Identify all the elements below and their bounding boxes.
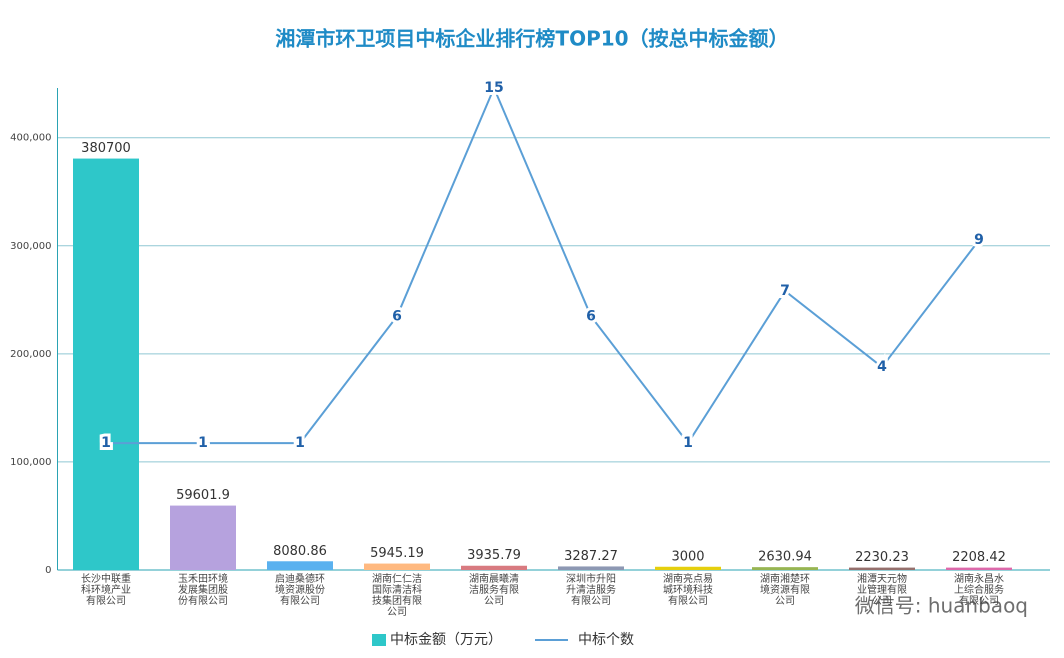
- bar: [73, 158, 139, 570]
- bar-value-label: 3287.27: [564, 549, 618, 564]
- line-value-label: 4: [877, 359, 887, 375]
- line-value-label: 7: [780, 283, 790, 299]
- bar: [170, 505, 236, 570]
- bar-value-label: 59601.9: [176, 488, 230, 503]
- bar: [946, 567, 1012, 570]
- x-tick-label: 湖南湘楚环境资源有限公司: [760, 574, 810, 607]
- line-value-label: 15: [484, 80, 503, 96]
- x-tick-label: 玉禾田环境发展集团股份有限公司: [178, 574, 228, 607]
- bar-value-label: 2230.23: [855, 550, 909, 565]
- x-tick-label: 长沙中联重科环境产业有限公司: [81, 574, 131, 607]
- line-value-label: 1: [101, 435, 111, 451]
- line-value-label: 1: [295, 435, 305, 451]
- x-tick-label: 深圳市升阳升清洁服务有限公司: [566, 574, 616, 607]
- x-tick-label: 湘潭天元物业管理有限公司: [857, 574, 907, 607]
- bar: [752, 567, 818, 570]
- x-tick-label: 湖南亮点易城环境科技有限公司: [663, 574, 713, 607]
- legend-swatch: [372, 634, 386, 646]
- line-value-label: 1: [683, 435, 693, 451]
- chart-title: 湘潭市环卫项目中标企业排行榜TOP10（按总中标金额）: [275, 27, 788, 51]
- y-tick-label: 400,000: [10, 133, 51, 144]
- legend-label: 中标个数: [578, 632, 634, 648]
- y-tick-label: 200,000: [10, 349, 51, 360]
- bar: [849, 567, 915, 570]
- bar-value-label: 3935.79: [467, 548, 521, 563]
- bar-value-label: 380700: [81, 141, 131, 156]
- line-value-label: 9: [974, 232, 984, 248]
- line-series: [106, 85, 980, 445]
- bar: [558, 566, 624, 570]
- bar-value-label: 2630.94: [758, 550, 812, 565]
- bar-value-label: 8080.86: [273, 544, 327, 559]
- watermark: 微信号: huanbaoq: [855, 594, 1028, 618]
- legend-label: 中标金额（万元）: [390, 632, 502, 648]
- bar: [364, 563, 430, 570]
- y-tick-label: 300,000: [10, 241, 51, 252]
- bar-value-label: 2208.42: [952, 550, 1006, 565]
- line-value-label: 1: [198, 435, 208, 451]
- line-value-label: 6: [586, 308, 596, 324]
- x-tick-label: 启迪桑德环境资源股份有限公司: [275, 574, 325, 607]
- x-tick-label: 湖南仁仁洁国际清洁科技集团有限公司: [372, 574, 422, 618]
- bar: [461, 565, 527, 570]
- x-tick-label: 湖南晨曦清洁服务有限公司: [469, 574, 519, 607]
- y-tick-label: 100,000: [10, 457, 51, 468]
- y-tick-label: 0: [45, 565, 51, 576]
- x-tick-label: 湖南永昌水上综合服务有限公司: [954, 574, 1004, 607]
- bar-value-label: 3000: [671, 549, 704, 564]
- bar-value-label: 5945.19: [370, 546, 424, 561]
- bar: [267, 561, 333, 570]
- line-value-label: 6: [392, 308, 402, 324]
- bar: [655, 566, 721, 570]
